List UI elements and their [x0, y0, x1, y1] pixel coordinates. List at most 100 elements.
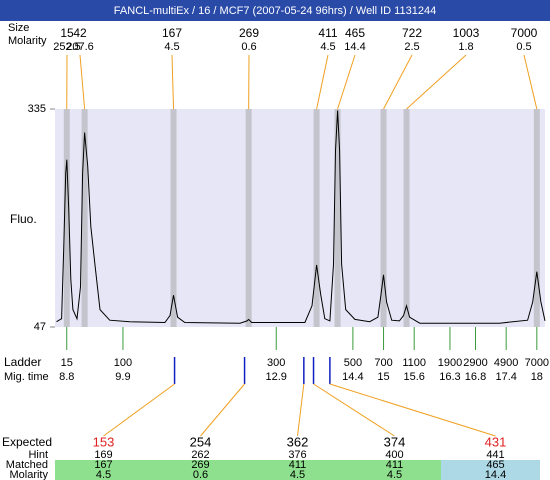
hint-value: 400 [385, 449, 403, 461]
matched-value: 465 [486, 459, 504, 471]
ladder-time: 16.3 [439, 371, 460, 383]
chart-title: FANCL-multiEx / 16 / MCF7 (2007-05-24 96… [114, 5, 436, 17]
ladder-label: Ladder [4, 355, 41, 369]
peak-size: 15 [60, 26, 74, 40]
peak-band [63, 109, 70, 327]
expected-value: 431 [485, 434, 507, 449]
match-cell [249, 460, 346, 480]
ladder-size: 700 [374, 357, 392, 369]
expected-value: 362 [287, 434, 309, 449]
peak-band [170, 109, 177, 327]
peak-band [313, 109, 320, 327]
trace [56, 110, 546, 324]
peak-band [334, 109, 341, 327]
ladder-size: 500 [344, 357, 362, 369]
match-cell [346, 460, 443, 480]
peak-connector [406, 54, 467, 110]
peak-connector [79, 54, 86, 110]
matched-value: 269 [191, 459, 209, 471]
hint-value: 169 [94, 449, 112, 461]
expected-value: 153 [93, 434, 115, 449]
row-label: Molarity [9, 469, 48, 480]
row-label: Expected [2, 435, 52, 449]
size-label: Size [8, 22, 29, 34]
peak-molarity: 252.5 [53, 41, 81, 53]
expected-value: 254 [190, 434, 212, 449]
peak-connector [337, 54, 356, 110]
peak-size: 465 [345, 26, 365, 40]
matched-value: 167 [94, 459, 112, 471]
ladder-time: 14.4 [342, 371, 363, 383]
expected-connector [200, 383, 245, 437]
molarity-value: 0.6 [193, 469, 208, 480]
ladder-time: 15.6 [403, 371, 424, 383]
expected-value: 374 [384, 434, 406, 449]
ladder-time: 16.8 [465, 371, 486, 383]
ladder-size: 1900 [438, 357, 462, 369]
peak-size: 7000 [511, 26, 538, 40]
ladder-size: 1100 [402, 357, 426, 369]
molarity-value: 4.5 [387, 469, 402, 480]
ladder-size: 100 [114, 357, 132, 369]
y-axis-label: Fluo. [10, 212, 37, 226]
matched-value: 411 [289, 459, 307, 471]
molarity-label: Molarity [8, 35, 47, 47]
peak-size: 1003 [453, 26, 480, 40]
peak-band [81, 109, 88, 327]
peak-molarity: 207.6 [66, 41, 94, 53]
molarity-value: 4.5 [290, 469, 305, 480]
match-cell [441, 460, 540, 480]
molarity-value: 14.4 [485, 469, 506, 480]
ladder-time: 8.8 [59, 371, 74, 383]
peak-connector [523, 54, 538, 110]
molarity-value: 4.5 [96, 469, 111, 480]
peak-band [403, 109, 410, 327]
hint-value: 376 [288, 449, 306, 461]
hint-value: 262 [191, 449, 209, 461]
matched-value: 411 [386, 459, 404, 471]
expected-connector [297, 383, 305, 437]
ladder-time: 9.9 [115, 371, 130, 383]
peak-connector [171, 54, 175, 110]
ladder-size: 15 [61, 357, 73, 369]
ladder-size: 7000 [525, 357, 549, 369]
row-label: Hint [28, 449, 48, 461]
peak-size: 722 [402, 26, 422, 40]
plot-area [55, 109, 545, 327]
peak-molarity: 0.6 [241, 41, 256, 53]
peak-molarity: 14.4 [344, 41, 365, 53]
ladder-time: 17.4 [495, 371, 516, 383]
peak-size: 42 [73, 26, 87, 40]
peak-band [533, 109, 540, 327]
ladder-time: 15 [377, 371, 389, 383]
ladder-time: 12.9 [266, 371, 287, 383]
expected-connector [313, 383, 395, 437]
match-cell [152, 460, 249, 480]
peak-band [380, 109, 387, 327]
peak-connector [383, 54, 413, 110]
title-bar [0, 0, 550, 21]
peak-molarity: 4.5 [320, 41, 335, 53]
peak-size: 411 [318, 26, 337, 40]
ladder-size: 2900 [463, 357, 487, 369]
ladder-size: 4900 [494, 357, 518, 369]
peak-molarity: 1.8 [458, 41, 473, 53]
row-label: Matched [6, 459, 48, 471]
peak-size: 269 [239, 26, 259, 40]
ladder-size: 300 [267, 357, 285, 369]
peak-molarity: 4.5 [164, 41, 179, 53]
expected-connector [329, 383, 496, 437]
mig-time-label: Mig. time [4, 371, 49, 383]
ladder-time: 18 [531, 371, 543, 383]
hint-value: 441 [486, 449, 504, 461]
peak-molarity: 0.5 [516, 41, 531, 53]
match-cell [55, 460, 152, 480]
y-tick-label: 47 [34, 321, 46, 333]
expected-connector [103, 383, 175, 437]
peak-molarity: 2.5 [404, 41, 419, 53]
y-tick-label: 335 [28, 103, 46, 115]
peak-connector [316, 54, 329, 110]
peak-size: 167 [162, 26, 182, 40]
